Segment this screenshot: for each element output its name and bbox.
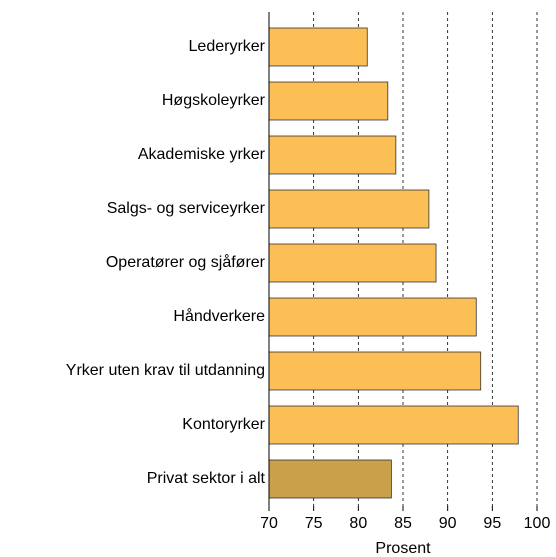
x-tick-label: 85	[394, 515, 412, 532]
x-axis-label: Prosent	[375, 540, 431, 557]
y-tick-label: Høgskoleyrker	[162, 92, 266, 109]
x-tick-label: 95	[483, 515, 501, 532]
y-tick-label: Akademiske yrker	[138, 146, 266, 163]
y-tick-label: Lederyrker	[189, 38, 266, 55]
y-tick-label: Yrker uten krav til utdanning	[66, 362, 265, 379]
x-tick-label: 75	[305, 515, 323, 532]
x-tick-label: 100	[524, 515, 551, 532]
bar	[268, 459, 392, 499]
y-tick-label: Operatører og sjåfører	[106, 253, 266, 271]
bar	[268, 189, 430, 229]
bar	[268, 405, 519, 445]
y-tick-label: Salgs- og serviceyrker	[107, 200, 266, 217]
y-tick-label: Håndverkere	[173, 307, 265, 325]
y-tick-label: Privat sektor i alt	[147, 470, 266, 487]
y-tick-label: Kontoryrker	[182, 416, 265, 433]
x-tick-label: 80	[349, 515, 367, 532]
bar	[268, 135, 397, 175]
bar	[268, 297, 477, 337]
bar	[268, 243, 437, 283]
bar	[268, 27, 368, 67]
bar	[268, 81, 389, 121]
bar	[268, 351, 482, 391]
x-tick-label: 70	[260, 515, 278, 532]
x-tick-label: 90	[439, 515, 457, 532]
